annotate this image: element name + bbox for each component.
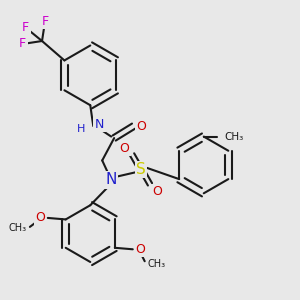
Text: O: O: [136, 243, 146, 256]
Text: H: H: [77, 124, 86, 134]
Text: F: F: [19, 38, 26, 50]
Text: O: O: [136, 120, 146, 133]
Text: O: O: [152, 185, 162, 198]
Text: CH₃: CH₃: [225, 132, 244, 142]
Text: F: F: [22, 21, 29, 34]
Text: N: N: [95, 118, 104, 131]
Text: S: S: [136, 162, 146, 177]
Text: F: F: [41, 15, 49, 28]
Text: N: N: [106, 172, 117, 188]
Text: CH₃: CH₃: [9, 224, 27, 233]
Text: O: O: [120, 142, 130, 155]
Text: O: O: [35, 212, 45, 224]
Text: CH₃: CH₃: [148, 259, 166, 269]
